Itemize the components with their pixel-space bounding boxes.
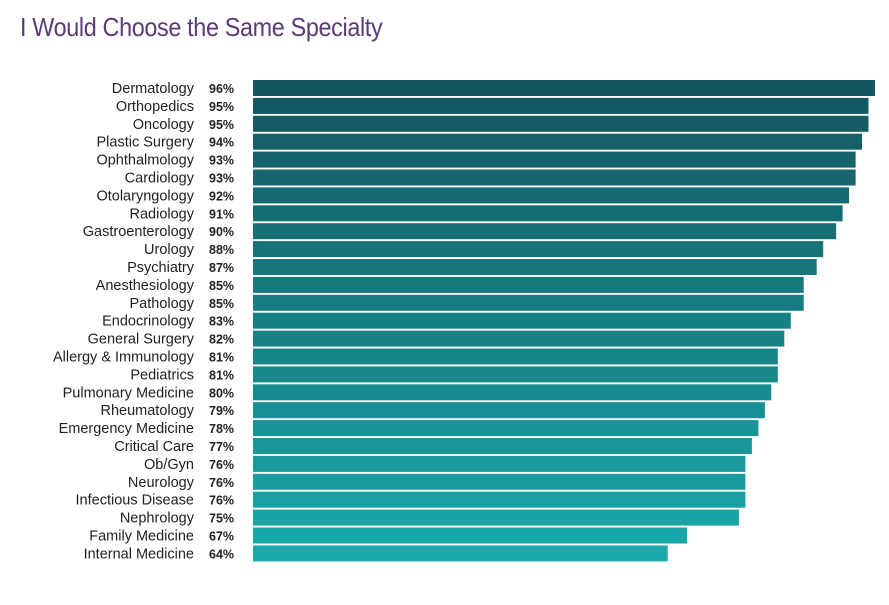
- value-label-urology: 88%: [209, 243, 234, 257]
- category-label-rheumatology: Rheumatology: [101, 403, 195, 419]
- value-label-pulmonary-medicine: 80%: [209, 386, 234, 400]
- category-label-pediatrics: Pediatrics: [130, 367, 194, 383]
- category-label-plastic-surgery: Plastic Surgery: [96, 135, 194, 151]
- bar-neurology: [253, 473, 746, 490]
- category-label-urology: Urology: [144, 242, 195, 258]
- bar-gastroenterology: [253, 223, 837, 240]
- value-label-ob-gyn: 76%: [209, 458, 234, 472]
- value-label-ophthalmology: 93%: [209, 154, 234, 168]
- bar-radiology: [253, 205, 843, 222]
- bar-otolaryngology: [253, 187, 850, 204]
- bar-allergy-and-immunology: [253, 348, 778, 365]
- value-label-cardiology: 93%: [209, 172, 234, 186]
- category-label-internal-medicine: Internal Medicine: [84, 546, 194, 562]
- category-label-family-medicine: Family Medicine: [89, 529, 194, 545]
- bar-plastic-surgery: [253, 133, 862, 150]
- bar-internal-medicine: [253, 545, 668, 562]
- value-label-emergency-medicine: 78%: [209, 422, 234, 436]
- value-label-critical-care: 77%: [209, 440, 234, 454]
- value-label-radiology: 91%: [209, 207, 234, 221]
- bar-nephrology: [253, 509, 739, 526]
- category-label-pathology: Pathology: [130, 296, 195, 312]
- category-label-general-surgery: General Surgery: [88, 332, 195, 348]
- value-label-pathology: 85%: [209, 297, 234, 311]
- bar-orthopedics: [253, 97, 869, 114]
- bar-infectious-disease: [253, 491, 746, 508]
- bar-ophthalmology: [253, 151, 856, 168]
- bar-dermatology: [253, 80, 875, 96]
- bar-critical-care: [253, 438, 752, 454]
- category-labels: Dermatology Orthopedics Oncology Plastic Su…: [53, 81, 195, 562]
- category-label-dermatology: Dermatology: [112, 81, 195, 97]
- category-label-endocrinology: Endocrinology: [102, 314, 195, 330]
- category-label-cardiology: Cardiology: [125, 171, 195, 187]
- bar-rheumatology: [253, 402, 765, 419]
- category-label-pulmonary-medicine: Pulmonary Medicine: [63, 385, 194, 401]
- value-label-internal-medicine: 64%: [209, 547, 234, 561]
- value-labels: 96% 95% 95% 94% 93% 93% 92% 91% 90% 88% 87% 85% 85% 8…: [209, 82, 234, 561]
- value-label-orthopedics: 95%: [209, 100, 234, 114]
- category-label-critical-care: Critical Care: [114, 439, 194, 455]
- value-label-infectious-disease: 76%: [209, 494, 234, 508]
- bar-urology: [253, 241, 824, 258]
- category-label-ophthalmology: Ophthalmology: [96, 153, 194, 169]
- value-label-endocrinology: 83%: [209, 315, 234, 329]
- value-label-psychiatry: 87%: [209, 261, 234, 275]
- category-label-nephrology: Nephrology: [120, 511, 195, 527]
- bar-pathology: [253, 294, 804, 311]
- value-label-otolaryngology: 92%: [209, 189, 234, 203]
- category-label-neurology: Neurology: [128, 475, 195, 491]
- chart-title: I Would Choose the Same Specialty: [20, 12, 383, 42]
- value-label-family-medicine: 67%: [209, 530, 234, 544]
- value-label-oncology: 95%: [209, 118, 234, 132]
- category-label-radiology: Radiology: [130, 206, 195, 222]
- value-label-pediatrics: 81%: [209, 368, 234, 382]
- category-label-allergy-and-immunology: Allergy & Immunology: [53, 350, 195, 366]
- value-label-general-surgery: 82%: [209, 333, 234, 347]
- category-label-otolaryngology: Otolaryngology: [96, 188, 194, 204]
- category-label-orthopedics: Orthopedics: [116, 99, 194, 115]
- value-label-dermatology: 96%: [209, 82, 234, 96]
- bar-oncology: [253, 115, 869, 132]
- bar-anesthesiology: [253, 276, 804, 293]
- bars-group: [253, 80, 875, 562]
- value-label-nephrology: 75%: [209, 512, 234, 526]
- value-label-allergy-and-immunology: 81%: [209, 351, 234, 365]
- bar-pulmonary-medicine: [253, 384, 772, 401]
- category-label-emergency-medicine: Emergency Medicine: [59, 421, 194, 437]
- bar-psychiatry: [253, 259, 817, 275]
- bar-general-surgery: [253, 330, 785, 347]
- bar-ob-gyn: [253, 455, 746, 472]
- value-label-gastroenterology: 90%: [209, 225, 234, 239]
- category-label-gastroenterology: Gastroenterology: [83, 224, 195, 240]
- bar-family-medicine: [253, 527, 688, 544]
- value-label-plastic-surgery: 94%: [209, 136, 234, 150]
- bar-pediatrics: [253, 366, 778, 383]
- category-label-anesthesiology: Anesthesiology: [96, 278, 195, 294]
- bar-cardiology: [253, 169, 856, 186]
- category-label-oncology: Oncology: [133, 117, 195, 133]
- bar-endocrinology: [253, 312, 791, 329]
- category-label-infectious-disease: Infectious Disease: [76, 493, 194, 509]
- bar-emergency-medicine: [253, 420, 759, 437]
- category-label-psychiatry: Psychiatry: [127, 260, 195, 276]
- value-label-anesthesiology: 85%: [209, 279, 234, 293]
- category-label-ob-gyn: Ob/Gyn: [144, 457, 194, 473]
- value-label-neurology: 76%: [209, 476, 234, 490]
- value-label-rheumatology: 79%: [209, 404, 234, 418]
